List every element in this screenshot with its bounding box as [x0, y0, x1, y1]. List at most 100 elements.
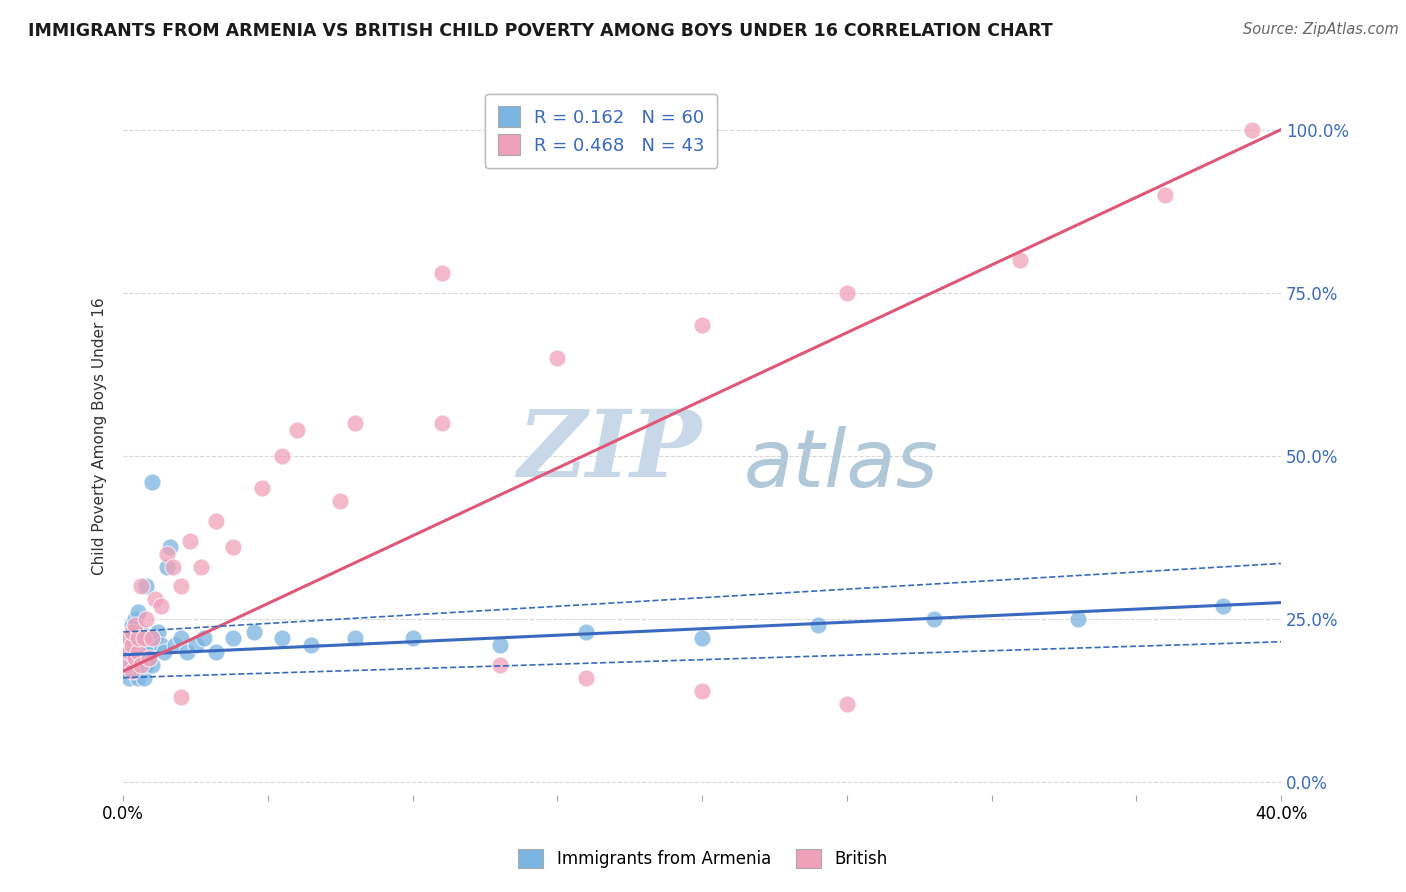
Point — [149, 638, 172, 652]
Point — [132, 632, 155, 646]
Point — [179, 533, 201, 548]
Point — [153, 644, 176, 658]
Point — [129, 624, 152, 639]
Point — [190, 559, 212, 574]
Point — [138, 651, 160, 665]
Point — [124, 618, 146, 632]
Point — [162, 559, 184, 574]
Point — [124, 664, 146, 678]
Point — [1240, 122, 1263, 136]
Point — [118, 632, 141, 646]
Point — [135, 644, 157, 658]
Point — [129, 638, 152, 652]
Point — [121, 664, 143, 678]
Point — [141, 657, 163, 672]
Point — [299, 638, 322, 652]
Point — [176, 644, 198, 658]
Point — [488, 638, 510, 652]
Point — [124, 638, 146, 652]
Point — [222, 540, 245, 554]
Point — [124, 651, 146, 665]
Text: atlas: atlas — [744, 426, 938, 504]
Point — [127, 632, 149, 646]
Point — [118, 644, 141, 658]
Point — [242, 624, 264, 639]
Point — [127, 632, 149, 646]
Point — [129, 651, 152, 665]
Text: ZIP: ZIP — [517, 406, 702, 496]
Point — [135, 657, 157, 672]
Point — [1067, 612, 1090, 626]
Point — [135, 632, 157, 646]
Point — [132, 644, 155, 658]
Point — [121, 624, 143, 639]
Point — [575, 624, 598, 639]
Point — [146, 624, 169, 639]
Point — [402, 632, 425, 646]
Point — [343, 632, 366, 646]
Point — [835, 697, 858, 711]
Point — [135, 612, 157, 626]
Point — [138, 638, 160, 652]
Point — [118, 671, 141, 685]
Point — [121, 632, 143, 646]
Point — [343, 416, 366, 430]
Point — [835, 285, 858, 300]
Point — [184, 638, 207, 652]
Point — [141, 475, 163, 489]
Point — [121, 644, 143, 658]
Point — [156, 559, 179, 574]
Point — [430, 266, 453, 280]
Y-axis label: Child Poverty Among Boys Under 16: Child Poverty Among Boys Under 16 — [93, 297, 107, 575]
Point — [132, 632, 155, 646]
Point — [807, 618, 830, 632]
Point — [138, 651, 160, 665]
Point — [121, 657, 143, 672]
Point — [170, 690, 193, 705]
Point — [205, 644, 228, 658]
Point — [132, 671, 155, 685]
Point — [118, 644, 141, 658]
Point — [124, 651, 146, 665]
Point — [135, 579, 157, 593]
Point — [115, 657, 138, 672]
Point — [690, 318, 713, 333]
Point — [252, 482, 274, 496]
Point — [170, 632, 193, 646]
Point — [127, 644, 149, 658]
Point — [129, 579, 152, 593]
Text: IMMIGRANTS FROM ARMENIA VS BRITISH CHILD POVERTY AMONG BOYS UNDER 16 CORRELATION: IMMIGRANTS FROM ARMENIA VS BRITISH CHILD… — [28, 22, 1053, 40]
Point — [121, 618, 143, 632]
Point — [546, 351, 568, 365]
Legend: R = 0.162   N = 60, R = 0.468   N = 43: R = 0.162 N = 60, R = 0.468 N = 43 — [485, 94, 717, 168]
Point — [285, 423, 308, 437]
Point — [127, 671, 149, 685]
Text: Source: ZipAtlas.com: Source: ZipAtlas.com — [1243, 22, 1399, 37]
Point — [115, 651, 138, 665]
Point — [271, 449, 294, 463]
Point — [170, 579, 193, 593]
Point — [127, 606, 149, 620]
Point — [159, 540, 181, 554]
Point — [329, 494, 352, 508]
Point — [1212, 599, 1234, 613]
Point — [922, 612, 945, 626]
Point — [575, 671, 598, 685]
Point — [143, 592, 166, 607]
Point — [124, 612, 146, 626]
Point — [205, 514, 228, 528]
Point — [488, 657, 510, 672]
Point — [132, 657, 155, 672]
Point — [165, 638, 187, 652]
Point — [129, 664, 152, 678]
Point — [271, 632, 294, 646]
Legend: Immigrants from Armenia, British: Immigrants from Armenia, British — [512, 842, 894, 875]
Point — [156, 547, 179, 561]
Point — [118, 632, 141, 646]
Point — [121, 638, 143, 652]
Point — [129, 657, 152, 672]
Point — [143, 632, 166, 646]
Point — [193, 632, 215, 646]
Point — [430, 416, 453, 430]
Point — [222, 632, 245, 646]
